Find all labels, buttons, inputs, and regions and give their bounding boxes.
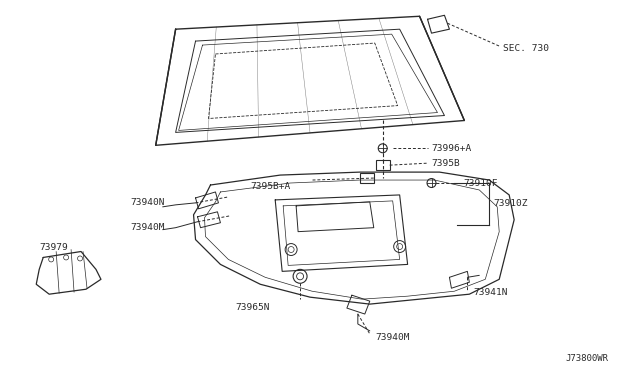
Text: 73940N: 73940N bbox=[131, 198, 165, 207]
Text: SEC. 730: SEC. 730 bbox=[503, 44, 549, 52]
Text: 73910Z: 73910Z bbox=[493, 199, 528, 208]
Text: 73979: 73979 bbox=[39, 243, 68, 252]
Text: J73800WR: J73800WR bbox=[566, 354, 609, 363]
Text: 73996+A: 73996+A bbox=[431, 144, 472, 153]
Text: 73965N: 73965N bbox=[236, 302, 270, 312]
Text: 73940M: 73940M bbox=[131, 223, 165, 232]
Bar bbox=[360, 173, 374, 183]
Bar bbox=[376, 160, 390, 170]
Text: 73940M: 73940M bbox=[376, 333, 410, 342]
Text: 73910F: 73910F bbox=[463, 179, 498, 187]
Text: 7395B+A: 7395B+A bbox=[250, 183, 290, 192]
Text: 73941N: 73941N bbox=[474, 288, 508, 297]
Text: 7395B: 7395B bbox=[431, 159, 460, 168]
